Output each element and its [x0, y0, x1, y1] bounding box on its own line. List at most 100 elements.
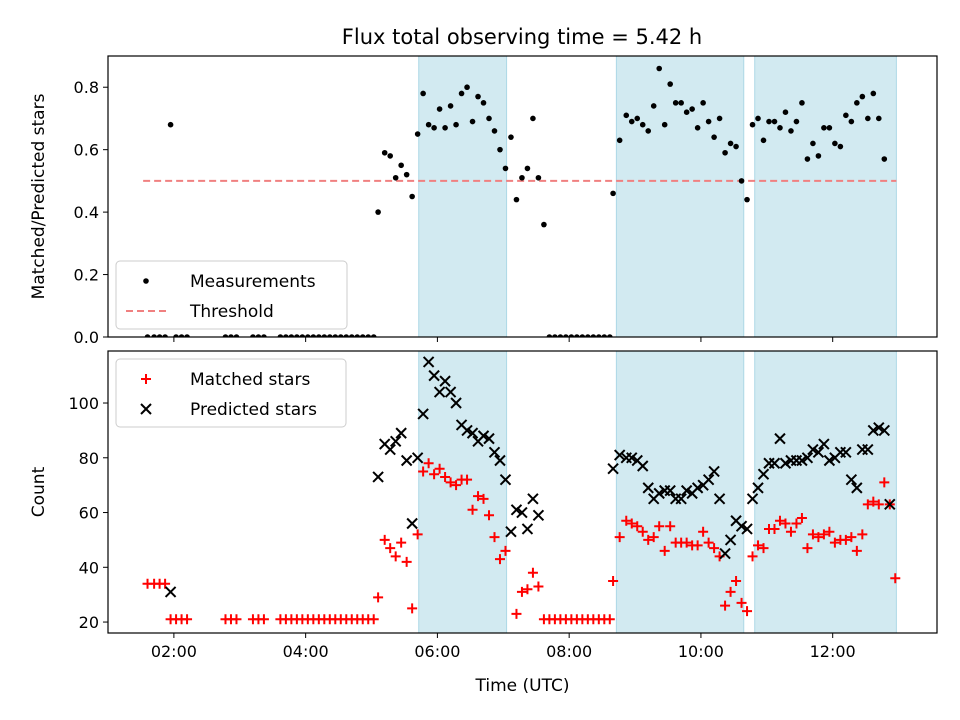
matched-star-point — [747, 551, 758, 562]
measurement-point — [332, 334, 339, 337]
predicted-star-point — [607, 463, 619, 475]
measurement-point — [508, 134, 514, 140]
matched-star-point — [478, 493, 489, 504]
predicted-star-point — [884, 498, 896, 511]
measurement-point — [639, 121, 646, 128]
y-axis-label: Matched/Predicted stars — [29, 93, 49, 299]
measurement-point — [683, 109, 690, 115]
measurement-point — [623, 112, 630, 119]
measurement-point — [650, 103, 657, 109]
y-tick-label: 100 — [68, 394, 99, 413]
measurement-point — [530, 115, 536, 122]
y-axis-label: Count — [29, 466, 49, 517]
matched-star-point — [879, 477, 890, 488]
axes-frame — [107, 350, 938, 634]
predicted-star-point — [801, 452, 814, 464]
legend-marker-plus — [141, 374, 151, 384]
matched-star-point — [840, 534, 851, 545]
measurement-point — [616, 137, 623, 144]
matched-star-point — [467, 504, 478, 515]
matched-star-point — [720, 600, 731, 611]
legend-label: Measurements — [190, 272, 316, 292]
predicted-star-point — [439, 375, 451, 387]
measurement-point — [425, 121, 432, 128]
predicted-star-point — [851, 482, 863, 494]
measurement-point — [316, 334, 322, 337]
matched-star-point — [258, 614, 269, 625]
matched-star-point — [681, 537, 692, 548]
legend-box — [115, 260, 348, 330]
measurement-point — [744, 196, 750, 203]
observing-interval-band — [754, 350, 897, 634]
matched-star-point — [758, 543, 769, 554]
matched-star-point — [489, 532, 500, 543]
matched-star-point — [440, 471, 451, 482]
predicted-star-point — [867, 424, 880, 437]
predicted-star-point — [796, 454, 808, 467]
measurement-point — [184, 334, 190, 337]
measurement-point — [574, 334, 580, 337]
measurement-point — [793, 118, 800, 125]
predicted-star-point — [400, 454, 413, 467]
predicted-star-point — [862, 443, 874, 456]
predicted-star-point — [384, 443, 396, 456]
predicted-star-point — [845, 473, 858, 486]
predicted-star-point — [389, 435, 402, 448]
matched-star-point — [533, 581, 544, 592]
predicted-star-point — [466, 427, 479, 439]
x-tick-label: 04:00 — [283, 642, 329, 661]
measurement-point — [469, 118, 476, 125]
y-tick-label: 40 — [79, 558, 99, 577]
matched-star-point — [736, 597, 747, 608]
measurement-point — [497, 146, 503, 153]
predicted-star-point — [499, 473, 512, 486]
measurement-point — [255, 334, 262, 337]
measurement-point — [876, 115, 882, 122]
matched-star-point — [698, 526, 709, 537]
measurement-point — [656, 65, 663, 72]
predicted-star-point — [433, 386, 446, 398]
matched-star-point — [780, 518, 791, 529]
measurement-point — [535, 174, 542, 181]
matched-star-point — [160, 578, 171, 589]
matched-star-point — [769, 523, 780, 534]
plot-area — [143, 65, 897, 337]
y-tick-label: 80 — [79, 449, 99, 468]
predicted-star-point — [878, 424, 891, 437]
measurement-point — [821, 125, 827, 131]
predicted-star-point — [873, 421, 885, 434]
measurement-point — [299, 334, 306, 337]
measurement-point — [700, 100, 706, 106]
matched-star-point — [709, 543, 720, 554]
measurement-point — [848, 118, 855, 125]
y-tick-label: 0.0 — [74, 328, 99, 347]
matched-star-point — [373, 592, 384, 603]
measurement-point — [414, 131, 421, 137]
predicted-star-point — [637, 460, 649, 472]
measurement-point — [151, 334, 157, 337]
predicted-star-point — [757, 468, 770, 480]
predicted-star-point — [735, 520, 748, 532]
predicted-star-point — [719, 547, 731, 560]
predicted-star-point — [626, 452, 638, 464]
measurement-point — [788, 128, 794, 134]
predicted-star-point — [768, 457, 781, 469]
matched-star-point — [368, 614, 379, 625]
measurement-point — [359, 334, 366, 337]
measurement-point — [810, 140, 816, 147]
measurement-point — [173, 334, 179, 337]
measurement-point — [749, 121, 756, 128]
matched-star-point — [731, 575, 742, 586]
predicted-star-point — [746, 493, 759, 505]
x-tick-label: 12:00 — [810, 642, 856, 661]
legend-label: Threshold — [189, 302, 274, 322]
predicted-star-point — [818, 438, 830, 450]
legend-label: Matched stars — [190, 370, 310, 390]
matched-star-point — [742, 606, 753, 617]
predicted-star-point — [461, 424, 473, 437]
matched-star-point — [527, 567, 538, 578]
measurement-point — [661, 121, 668, 128]
matched-star-point — [516, 586, 527, 597]
matched-star-point — [473, 491, 484, 502]
